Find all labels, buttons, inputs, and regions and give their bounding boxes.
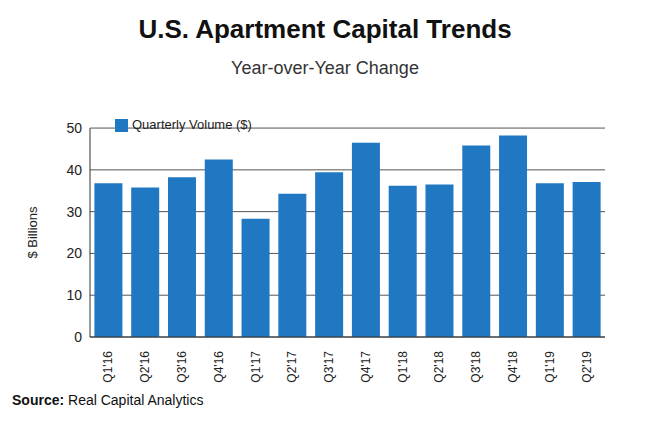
html-text:Year-over-Year Change: Year-over-Year Change: [231, 58, 419, 78]
svg-text:50: 50: [66, 120, 82, 136]
svg-text:20: 20: [66, 245, 82, 261]
svg-text:10: 10: [66, 287, 82, 303]
html-text:Source: Real Capital Analytics: Source: Real Capital Analytics: [12, 392, 204, 408]
svg-text:Q4'16: Q4'16: [212, 351, 226, 383]
svg-text:Q2'18: Q2'18: [432, 351, 446, 383]
svg-text:Q1'19: Q1'19: [543, 351, 557, 383]
svg-text:Q2'17: Q2'17: [285, 351, 299, 383]
svg-text:40: 40: [66, 162, 82, 178]
svg-text:$ Billions: $ Billions: [25, 206, 40, 259]
svg-text:Q1'16: Q1'16: [101, 351, 115, 383]
svg-text:Q4'18: Q4'18: [506, 351, 520, 383]
svg-text:Q2'19: Q2'19: [580, 351, 594, 383]
svg-text:Q3'16: Q3'16: [175, 351, 189, 383]
svg-text:Q1'17: Q1'17: [249, 351, 263, 383]
svg-text:0: 0: [74, 329, 82, 345]
html-text:Quarterly Volume ($): Quarterly Volume ($): [132, 117, 252, 132]
svg-text:Q4'17: Q4'17: [359, 351, 373, 383]
svg-text:Q3'18: Q3'18: [469, 351, 483, 383]
html-text:U.S. Apartment Capital Trends: U.S. Apartment Capital Trends: [138, 14, 512, 44]
svg-text:Q3'17: Q3'17: [322, 351, 336, 383]
svg-text:Q2'16: Q2'16: [138, 351, 152, 383]
svg-text:Q1'18: Q1'18: [396, 351, 410, 383]
svg-text:30: 30: [66, 204, 82, 220]
